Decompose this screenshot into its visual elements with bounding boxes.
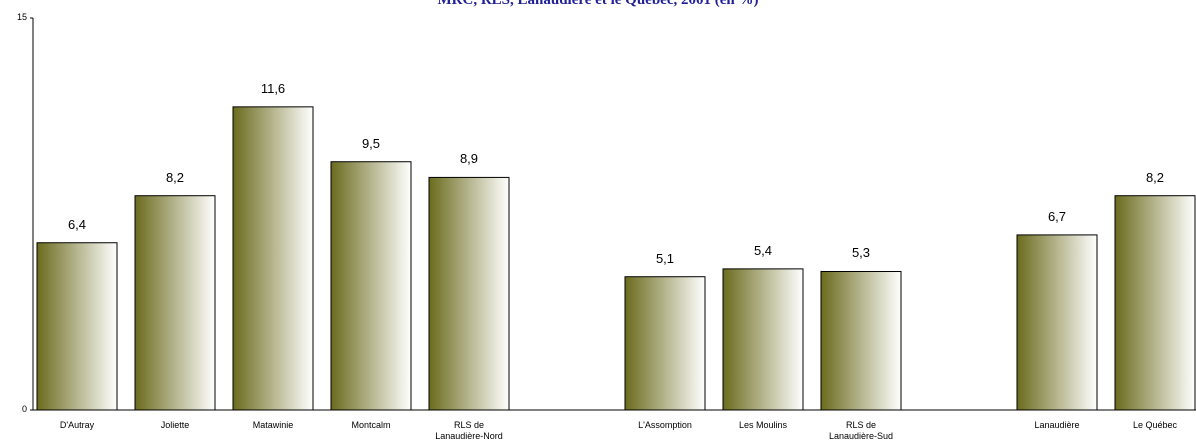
bar bbox=[232, 106, 314, 411]
value-label: 5,1 bbox=[655, 250, 675, 266]
value-label: 8,2 bbox=[165, 169, 185, 185]
x-tick-label: Lanaudière bbox=[1034, 420, 1080, 430]
x-tick-label: Joliette bbox=[160, 420, 190, 430]
x-tick-label: Le Québec bbox=[1132, 420, 1178, 430]
x-tick-label: L'Assomption bbox=[638, 420, 692, 430]
value-label: 8,9 bbox=[459, 151, 479, 167]
bar bbox=[36, 242, 118, 411]
value-label: 8,2 bbox=[1145, 169, 1165, 185]
value-label: 9,5 bbox=[361, 135, 381, 151]
x-tick-label: RLS de Lanaudière-Sud bbox=[828, 420, 894, 441]
value-label: 5,4 bbox=[753, 242, 773, 258]
value-label: 5,3 bbox=[851, 245, 871, 261]
x-tick-label: D'Autray bbox=[59, 420, 95, 430]
bar bbox=[624, 276, 706, 411]
x-tick-label: Montcalm bbox=[351, 420, 391, 430]
chart-title: MRC, RLS, Lanaudière et le Québec, 2001 … bbox=[437, 0, 759, 8]
bar bbox=[1016, 234, 1098, 411]
bar bbox=[428, 176, 510, 411]
bar bbox=[330, 161, 412, 411]
value-label: 6,4 bbox=[67, 216, 87, 232]
value-label: 11,6 bbox=[260, 80, 286, 96]
y-tick-label: 15 bbox=[16, 12, 27, 22]
x-tick-label: RLS de Lanaudière-Nord bbox=[435, 420, 503, 441]
y-tick-label: 0 bbox=[21, 404, 27, 414]
bar bbox=[820, 270, 902, 411]
x-tick-label: Matawinie bbox=[252, 420, 294, 430]
value-label: 6,7 bbox=[1047, 208, 1067, 224]
bar bbox=[1114, 195, 1196, 411]
bar bbox=[134, 195, 216, 411]
x-tick-label: Les Moulins bbox=[738, 420, 788, 430]
bar bbox=[722, 268, 804, 411]
